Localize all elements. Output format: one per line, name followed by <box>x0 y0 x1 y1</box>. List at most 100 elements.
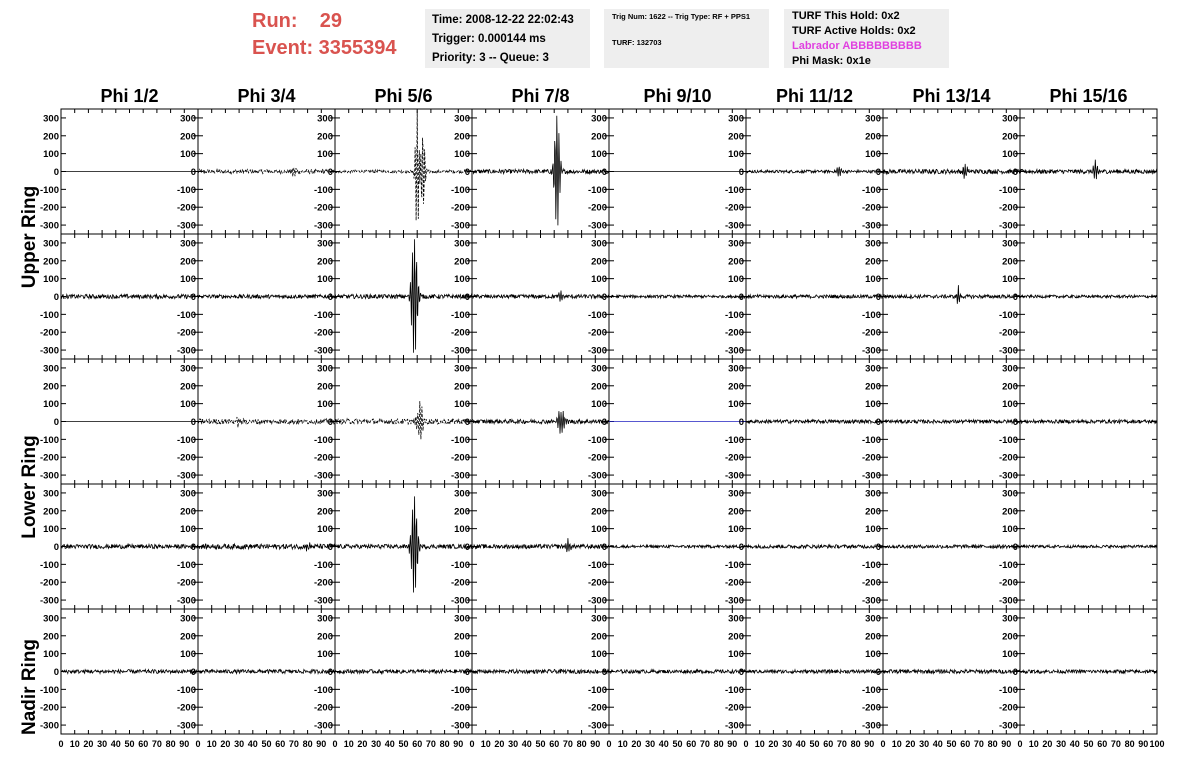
y-tick-label: 100 <box>865 149 881 160</box>
y-tick-label: -300 <box>862 471 881 482</box>
y-tick-label: -200 <box>862 703 881 714</box>
y-tick-label: 0 <box>191 417 196 428</box>
waveform-trace <box>745 293 884 300</box>
y-tick-label: -100 <box>999 185 1018 196</box>
y-tick-label: 300 <box>728 488 744 499</box>
y-tick-label: -300 <box>999 471 1018 482</box>
y-tick-label: 100 <box>454 149 470 160</box>
y-tick-label: -200 <box>588 328 607 339</box>
y-tick-label: 300 <box>591 363 607 374</box>
y-tick-label: 0 <box>739 667 744 678</box>
waveform-trace <box>334 668 473 676</box>
x-tick-label: 50 <box>1083 739 1093 749</box>
waveform-trace <box>1019 293 1158 300</box>
y-tick-label: -100 <box>40 310 59 321</box>
y-tick-label: 200 <box>728 131 744 142</box>
turf-info-panel: TURF This Hold: 0x2 TURF Active Holds: 0… <box>784 9 949 68</box>
waveform-trace <box>608 293 747 300</box>
y-tick-label: 200 <box>865 631 881 642</box>
y-tick-label: 300 <box>43 363 59 374</box>
y-tick-label: 300 <box>865 613 881 624</box>
y-tick-label: 200 <box>180 631 196 642</box>
x-tick-label: 10 <box>755 739 765 749</box>
waveform-trace <box>882 285 1021 304</box>
y-tick-label: 200 <box>1002 631 1018 642</box>
waveform-trace <box>882 543 1021 550</box>
y-tick-label: 100 <box>1002 274 1018 285</box>
event-number: Event: 3355394 <box>252 37 397 59</box>
waveform-trace <box>197 292 336 300</box>
x-tick-label: 0 <box>195 739 200 749</box>
x-tick-label: 10 <box>892 739 902 749</box>
y-tick-label: -300 <box>40 596 59 607</box>
y-tick-label: 0 <box>328 667 333 678</box>
y-tick-label: 200 <box>1002 256 1018 267</box>
x-tick-label: 30 <box>919 739 929 749</box>
y-tick-label: 100 <box>43 399 59 410</box>
y-tick-label: 0 <box>191 667 196 678</box>
x-tick-label: 50 <box>672 739 682 749</box>
x-tick-label: 60 <box>138 739 148 749</box>
y-tick-label: -200 <box>862 453 881 464</box>
y-tick-label: 200 <box>865 381 881 392</box>
y-tick-label: 100 <box>317 399 333 410</box>
x-tick-label: 40 <box>522 739 532 749</box>
trigger-info-panel: Trig Num: 1622 -- Trig Type: RF + PPS1 T… <box>604 9 769 68</box>
y-tick-label: 200 <box>317 131 333 142</box>
y-tick-label: -100 <box>177 435 196 446</box>
y-tick-label: 200 <box>317 631 333 642</box>
y-tick-label: -300 <box>40 721 59 732</box>
y-tick-label: -100 <box>862 310 881 321</box>
y-tick-label: 0 <box>876 667 881 678</box>
y-tick-label: -100 <box>177 685 196 696</box>
y-tick-label: -300 <box>999 346 1018 357</box>
y-tick-label: -100 <box>177 560 196 571</box>
waveform-trace <box>882 418 1021 425</box>
waveform-trace <box>471 290 610 302</box>
y-tick-label: 200 <box>43 631 59 642</box>
y-tick-label: -100 <box>999 685 1018 696</box>
x-tick-label: 20 <box>83 739 93 749</box>
y-tick-label: -300 <box>862 221 881 232</box>
x-tick-label: 40 <box>933 739 943 749</box>
y-tick-label: -100 <box>588 560 607 571</box>
y-tick-label: -300 <box>314 471 333 482</box>
y-tick-label: -100 <box>862 185 881 196</box>
x-tick-label: 20 <box>220 739 230 749</box>
y-tick-label: 300 <box>317 488 333 499</box>
y-tick-label: -200 <box>451 578 470 589</box>
y-tick-label: -300 <box>451 346 470 357</box>
y-tick-label: 0 <box>191 292 196 303</box>
y-tick-label: 0 <box>876 542 881 553</box>
y-tick-label: 0 <box>1013 667 1018 678</box>
y-tick-label: 100 <box>43 274 59 285</box>
waveform-trace <box>471 410 610 434</box>
waveform-trace <box>197 542 336 552</box>
x-tick-label: 20 <box>1042 739 1052 749</box>
y-tick-label: -200 <box>40 578 59 589</box>
x-tick-label: 70 <box>1111 739 1121 749</box>
y-tick-label: 200 <box>180 131 196 142</box>
y-tick-label: 0 <box>54 542 59 553</box>
y-tick-label: 0 <box>739 542 744 553</box>
y-tick-label: 100 <box>317 524 333 535</box>
x-tick-label: 40 <box>111 739 121 749</box>
event-time: Time: 2008-12-22 22:02:43 <box>432 14 574 26</box>
y-tick-label: 200 <box>180 256 196 267</box>
y-tick-label: -300 <box>177 221 196 232</box>
y-tick-label: 300 <box>317 613 333 624</box>
y-tick-label: 200 <box>43 381 59 392</box>
y-tick-label: -300 <box>314 346 333 357</box>
y-tick-label: 0 <box>602 167 607 178</box>
y-tick-label: -300 <box>314 721 333 732</box>
y-tick-label: -300 <box>725 346 744 357</box>
trig-num: Trig Num: 1622 -- Trig Type: RF + PPS1 <box>612 12 751 21</box>
y-tick-label: 300 <box>1002 488 1018 499</box>
y-tick-label: -200 <box>40 328 59 339</box>
y-tick-label: 100 <box>454 524 470 535</box>
x-tick-label: 70 <box>426 739 436 749</box>
y-tick-label: 300 <box>591 113 607 124</box>
y-tick-label: 300 <box>454 363 470 374</box>
y-tick-label: 200 <box>591 631 607 642</box>
waveform-trace <box>882 668 1021 675</box>
